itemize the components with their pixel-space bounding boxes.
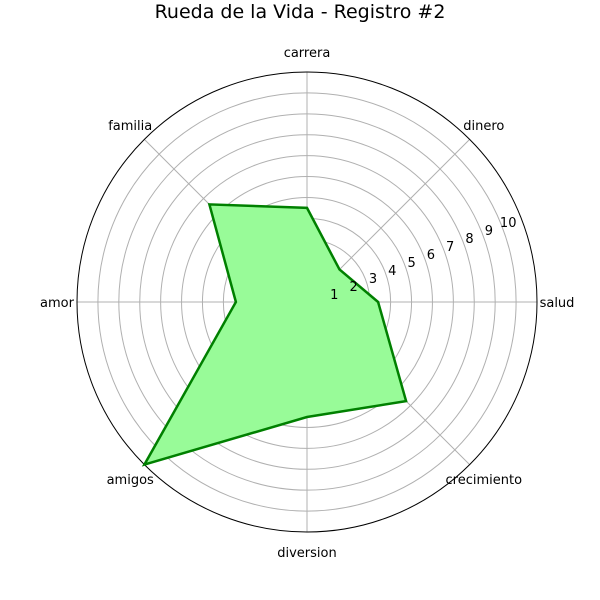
radial-tick-label: 5 [407, 256, 415, 271]
radial-tick-label: 2 [349, 280, 357, 295]
category-label-familia: familia [108, 119, 152, 134]
category-label-carrera: carrera [284, 46, 331, 61]
category-label-amigos: amigos [107, 473, 154, 488]
category-label-crecimiento: crecimiento [446, 473, 523, 488]
radial-tick-label: 8 [465, 232, 473, 247]
radar-labels: salud dinero carrera familia amor amigos diver… [40, 46, 574, 561]
radial-tick-label: 7 [446, 240, 454, 255]
radial-tick-label: 9 [485, 224, 493, 239]
category-label-salud: salud [540, 296, 575, 311]
chart-title: Rueda de la Vida - Registro #2 [154, 1, 446, 23]
radar-data [141, 203, 408, 467]
series-area [141, 203, 408, 467]
radial-tick-label: 4 [388, 264, 396, 279]
category-label-diversion: diversion [277, 546, 336, 561]
polar-frame [76, 71, 538, 533]
category-label-amor: amor [40, 296, 75, 311]
radial-tick-label: 6 [427, 248, 435, 263]
radial-tick-label: 10 [500, 216, 517, 231]
radial-tick-label: 1 [330, 288, 338, 303]
radial-tick-label: 3 [369, 272, 377, 287]
category-label-dinero: dinero [463, 119, 504, 134]
